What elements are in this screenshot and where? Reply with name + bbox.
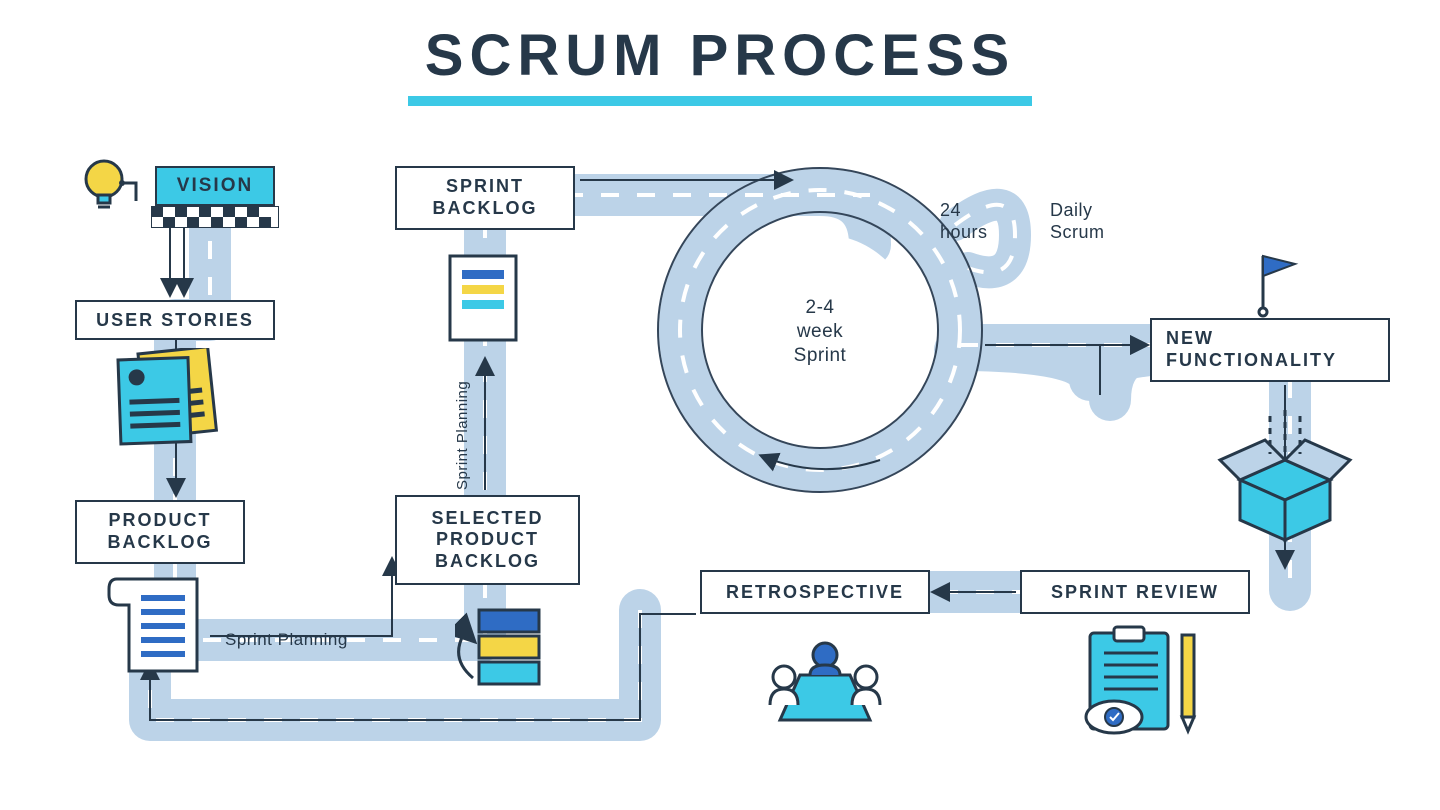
- diagram-title: SCRUM PROCESS: [0, 22, 1440, 89]
- node-retrospective: RETROSPECTIVE: [700, 570, 930, 614]
- node-product-backlog: PRODUCT BACKLOG: [75, 500, 245, 564]
- daily-scrum-hours-label: 24 hours: [940, 200, 1000, 243]
- backlog-stack-icon: [455, 600, 555, 700]
- sprint-planning-horizontal-label: Sprint Planning: [225, 630, 348, 650]
- review-clipboard-icon: [1070, 625, 1220, 745]
- daily-scrum-label: Daily Scrum: [1050, 200, 1130, 243]
- sprint-planning-vertical-label: Sprint Planning: [454, 360, 471, 490]
- sprint-duration-label: 2-4 week Sprint: [780, 296, 860, 367]
- node-new-functionality: NEW FUNCTIONALITY: [1150, 318, 1390, 382]
- user-story-cards-icon: [110, 348, 230, 448]
- open-box-icon: [1210, 410, 1360, 550]
- node-sprint-review: SPRINT REVIEW: [1020, 570, 1250, 614]
- title-underline: [408, 96, 1032, 106]
- backlog-list-icon: [105, 575, 215, 685]
- node-user-stories: USER STORIES: [75, 300, 275, 340]
- node-sprint-backlog: SPRINT BACKLOG: [395, 166, 575, 230]
- node-vision: VISION: [155, 166, 275, 206]
- sprint-backlog-doc-icon: [440, 250, 530, 350]
- lightbulb-icon: [78, 155, 138, 225]
- flag-icon: [1253, 248, 1303, 318]
- checker-flag-icon: [151, 206, 279, 228]
- node-selected-product-backlog: SELECTED PRODUCT BACKLOG: [395, 495, 580, 585]
- meeting-icon: [750, 625, 900, 735]
